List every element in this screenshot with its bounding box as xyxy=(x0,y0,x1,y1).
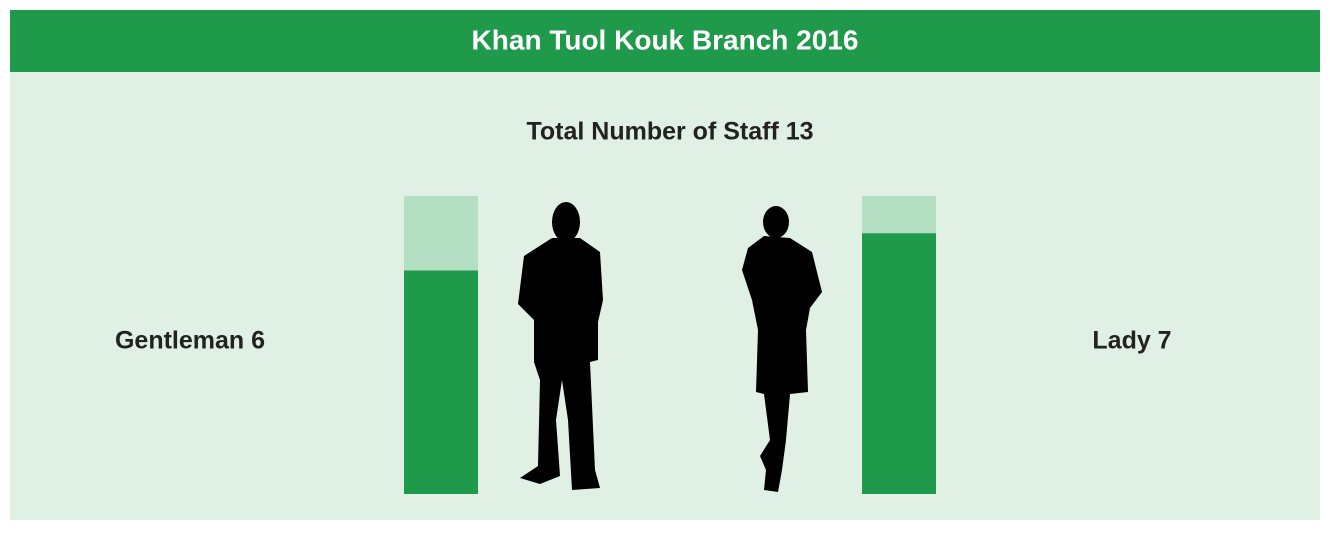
chart-title: Khan Tuol Kouk Branch 2016 xyxy=(472,24,859,55)
value-label: Lady 7 xyxy=(1092,327,1171,355)
bar xyxy=(404,271,478,495)
chart-subtitle: Total Number of Staff 13 xyxy=(526,118,813,146)
chart: Khan Tuol Kouk Branch 2016 Total Number … xyxy=(0,0,1330,534)
bar xyxy=(862,233,936,494)
value-label: Gentleman 6 xyxy=(115,327,265,355)
